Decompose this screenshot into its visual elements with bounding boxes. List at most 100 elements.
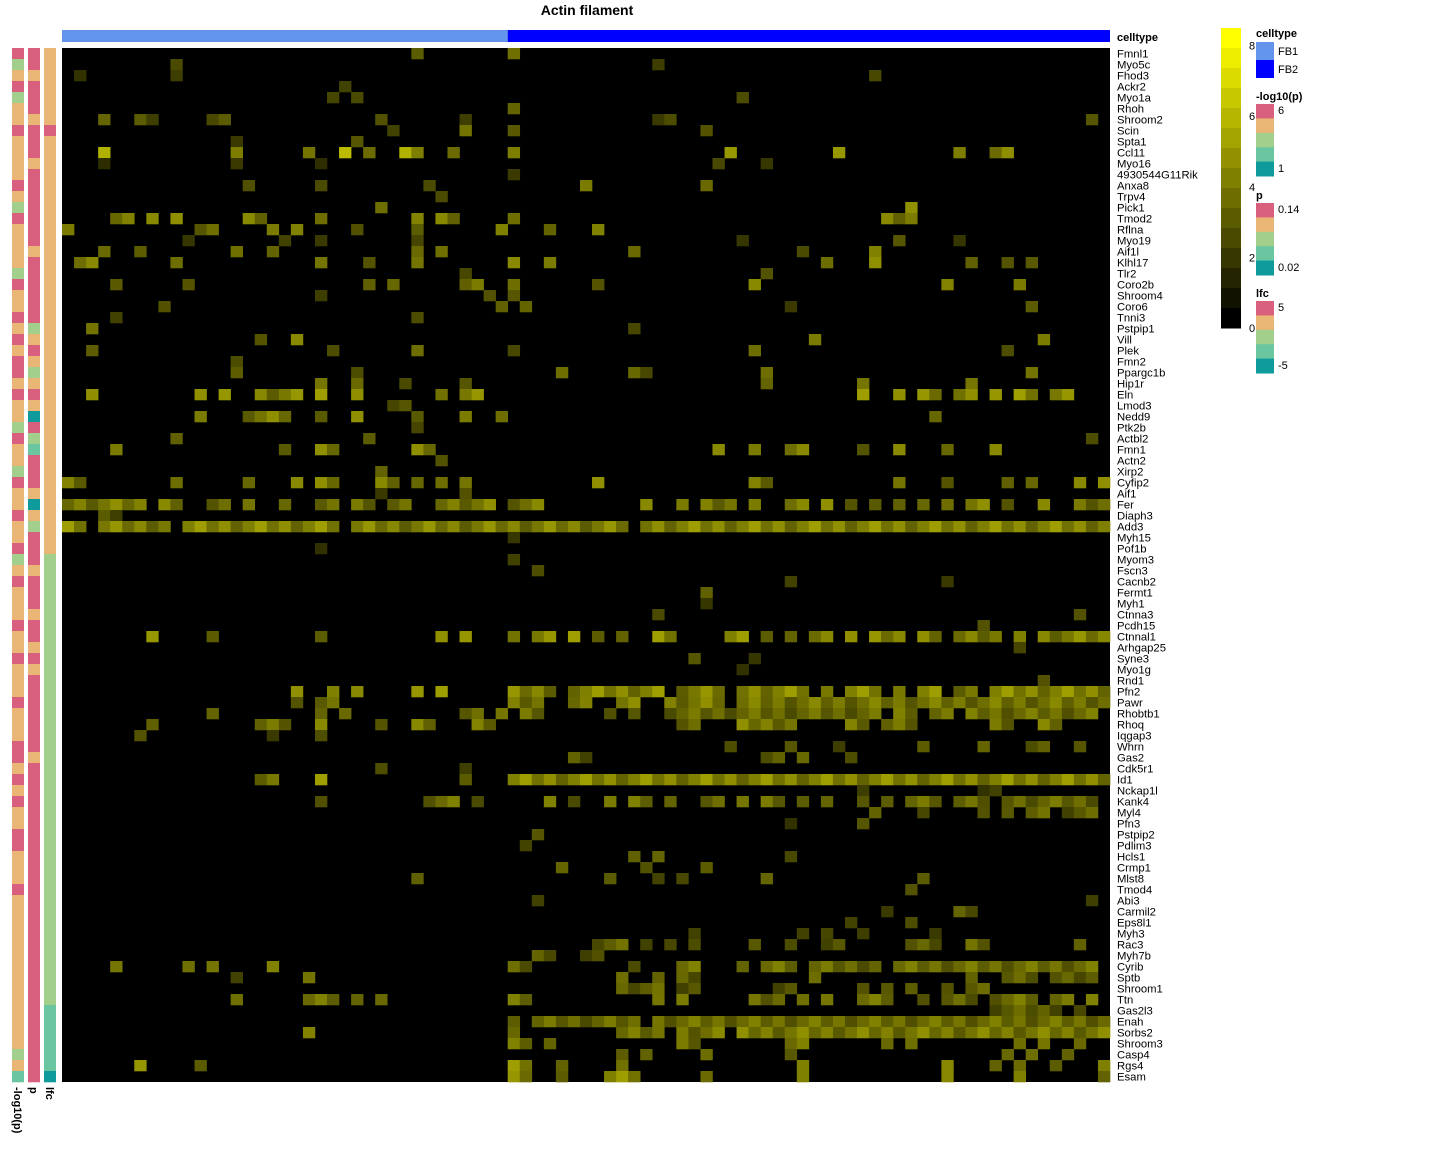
- gene-label: Myo5c: [1117, 60, 1151, 72]
- gene-label: Pfn3: [1117, 819, 1140, 831]
- neglog10p-annotation-cell: [12, 268, 24, 280]
- lfc-annotation-cell: [44, 499, 56, 511]
- lfc-annotation-cell: [44, 477, 56, 489]
- p-annotation-cell: [28, 532, 40, 544]
- lfc-annotation-cell: [44, 378, 56, 390]
- p-annotation-cell: [28, 862, 40, 874]
- neglog10p-annotation-cell: [12, 796, 24, 808]
- gene-label: Lmod3: [1117, 401, 1152, 413]
- lfc-annotation-cell: [44, 147, 56, 159]
- gene-label: Trpv4: [1117, 192, 1145, 204]
- lfc-annotation-cell: [44, 1038, 56, 1050]
- heatmap-cell: [278, 719, 292, 731]
- neglog10p-annotation-cell: [12, 257, 24, 269]
- heatmap-cell: [664, 774, 677, 786]
- heatmap-cell: [784, 1038, 798, 1050]
- neglog10p-annotation-cell: [12, 180, 24, 192]
- annotation-legends: celltype FB1 FB2 -log10(p) 6 1 p 0.14 0.02 lfc 5 -5: [1256, 28, 1303, 374]
- heatmap-cell: [640, 796, 653, 808]
- heatmap-cell: [604, 686, 617, 698]
- heatmap-cell: [1049, 697, 1063, 709]
- neglog10p-annotation-cell: [12, 92, 24, 104]
- legend-ramp-lfc: [1256, 358, 1274, 374]
- lfc-annotation-cell: [44, 158, 56, 170]
- heatmap-cell: [254, 213, 268, 225]
- p-annotation-cell: [28, 851, 40, 863]
- heatmap-cell: [363, 499, 376, 511]
- heatmap-cell: [688, 719, 701, 731]
- lfc-annotation-cell: [44, 620, 56, 632]
- color-scale-step: [1221, 68, 1241, 89]
- heatmap-cell: [616, 1060, 629, 1072]
- heatmap-cell: [616, 1071, 629, 1083]
- heatmap-cell: [616, 939, 629, 951]
- heatmap-cell: [604, 939, 617, 951]
- color-scale-step: [1221, 208, 1241, 229]
- heatmap-cell: [796, 928, 810, 940]
- heatmap-cell: [254, 389, 268, 401]
- color-scale-tick: 6: [1249, 111, 1255, 123]
- heatmap-cell: [1097, 521, 1111, 533]
- heatmap-cell: [579, 752, 593, 764]
- lfc-annotation-cell: [44, 653, 56, 665]
- heatmap-cell: [688, 697, 701, 709]
- heatmap-cell: [688, 653, 701, 665]
- heatmap-cell: [158, 301, 171, 313]
- heatmap-cell: [86, 257, 99, 269]
- neglog10p-annotation-cell: [12, 466, 24, 478]
- heatmap-cell: [844, 774, 858, 786]
- heatmap-cell: [1001, 345, 1014, 357]
- heatmap-cell: [387, 477, 400, 489]
- heatmap-cell: [134, 499, 147, 511]
- lfc-annotation-cell: [44, 1049, 56, 1061]
- heatmap-cell: [652, 1016, 665, 1028]
- lfc-annotation-cell: [44, 950, 56, 962]
- heatmap-cell: [1025, 741, 1039, 753]
- color-scale-tick: 0: [1249, 323, 1255, 335]
- neglog10p-annotation-cell: [12, 884, 24, 896]
- neglog10p-annotation-cell: [12, 444, 24, 456]
- heatmap-cell: [604, 1071, 617, 1083]
- p-annotation-cell: [28, 103, 40, 115]
- neglog10p-annotation-cell: [12, 345, 24, 357]
- p-annotation-cell: [28, 587, 40, 599]
- heatmap-cell: [736, 686, 749, 698]
- gene-labels: Fmnl1Myo5cFhod3Ackr2Myo1aRhohShroom2Scin…: [1117, 49, 1198, 1084]
- heatmap-cell: [881, 719, 894, 731]
- neglog10p-annotation-cell: [12, 565, 24, 577]
- lfc-annotation-cell: [44, 455, 56, 467]
- heatmap-cell: [808, 697, 822, 709]
- legend-ramp-neglog10p: [1256, 118, 1274, 134]
- heatmap-cell: [531, 697, 545, 709]
- heatmap-cell: [1001, 686, 1014, 698]
- heatmap-cell: [953, 1016, 966, 1028]
- heatmap-cell: [146, 719, 159, 731]
- heatmap-cell: [736, 631, 749, 643]
- legend-ramp-lfc: [1256, 315, 1274, 331]
- heatmap-cell: [230, 158, 243, 170]
- heatmap-cell: [1061, 1049, 1075, 1061]
- heatmap-cell: [242, 411, 256, 423]
- heatmap-cell: [941, 1027, 954, 1039]
- neglog10p-annotation-cell: [12, 554, 24, 566]
- gene-label: Vill: [1117, 335, 1132, 347]
- lfc-annotation-cell: [44, 917, 56, 929]
- p-column-label: p: [27, 1087, 39, 1094]
- heatmap-cell: [1073, 1027, 1087, 1039]
- heatmap-cell: [519, 774, 533, 786]
- neglog10p-annotation-cell: [12, 752, 24, 764]
- gene-label: Anxa8: [1117, 181, 1149, 193]
- heatmap-cell: [519, 301, 533, 313]
- heatmap-cell: [519, 697, 533, 709]
- neglog10p-annotation-cell: [12, 169, 24, 181]
- heatmap-cell: [844, 917, 858, 929]
- heatmap-cell: [1085, 994, 1099, 1006]
- heatmap-cell: [676, 697, 689, 709]
- heatmap-cell: [1037, 807, 1051, 819]
- gene-label: Myh1: [1117, 599, 1145, 611]
- heatmap-cell: [1073, 1016, 1087, 1028]
- neglog10p-annotation-cell: [12, 851, 24, 863]
- heatmap-cell: [965, 906, 978, 918]
- heatmap-cell: [459, 488, 472, 500]
- lfc-annotation-cell: [44, 697, 56, 709]
